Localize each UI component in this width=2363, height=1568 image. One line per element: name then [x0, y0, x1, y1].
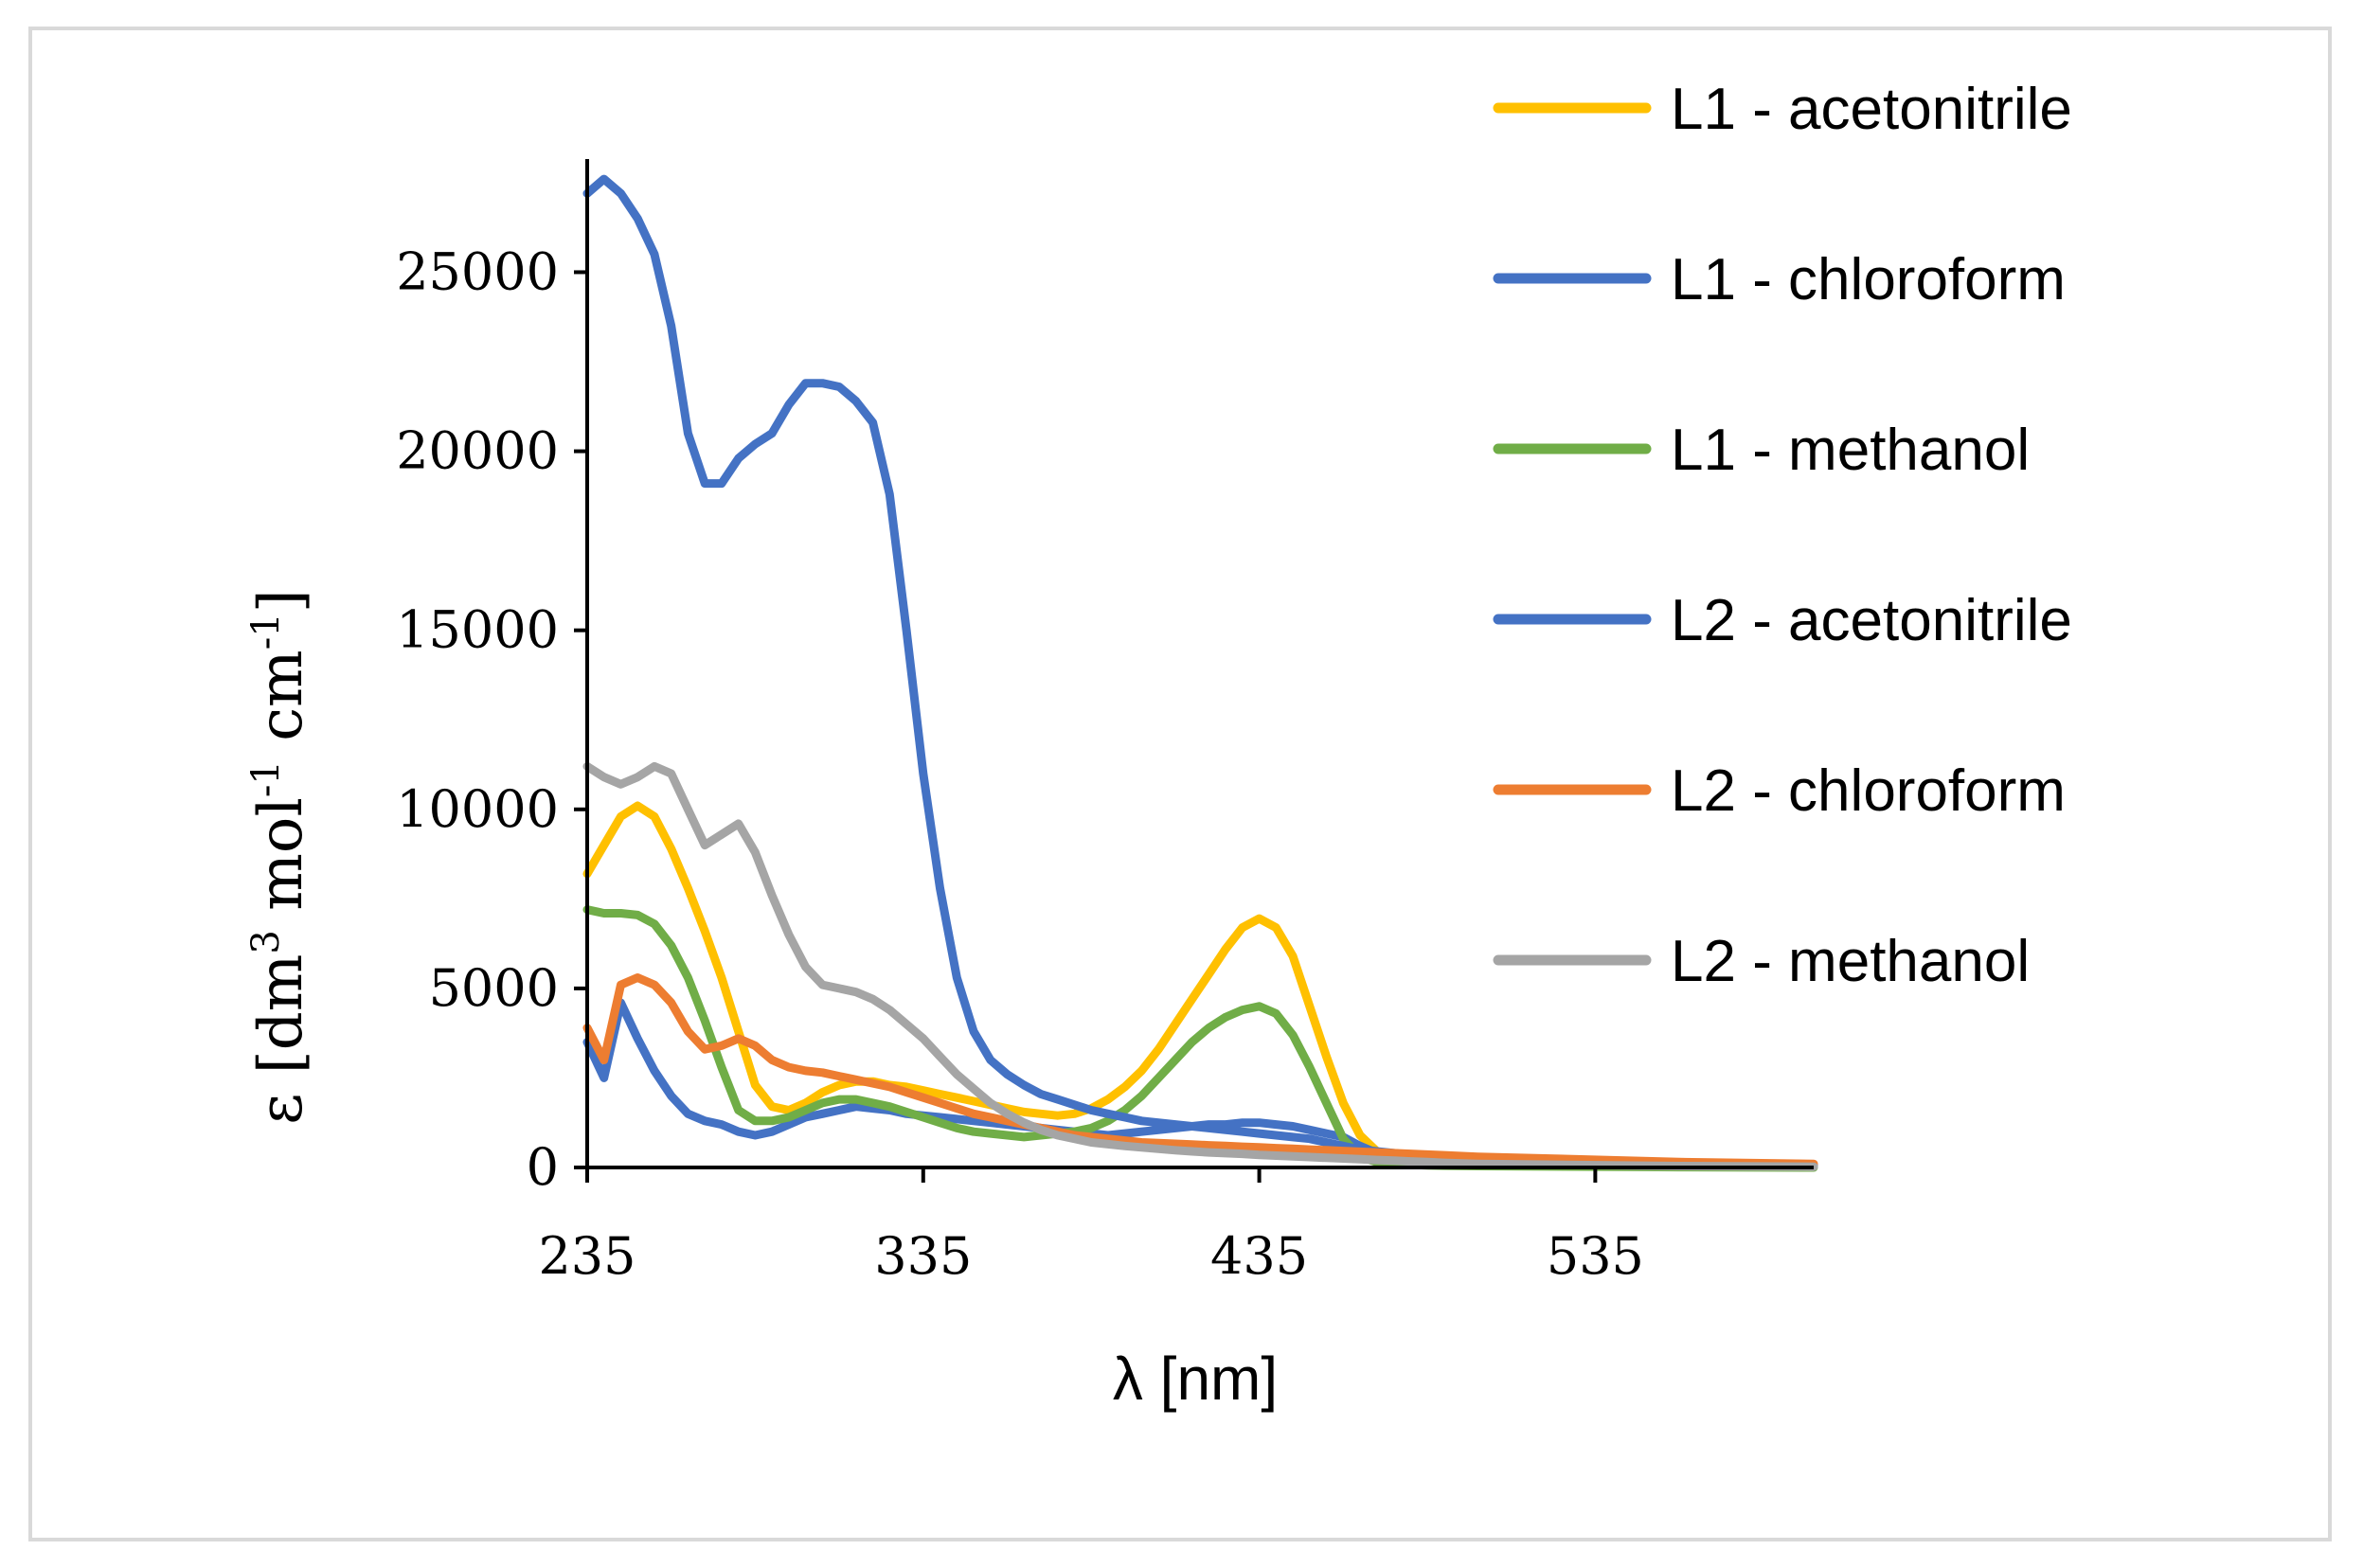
series-line-l2-methanol	[582, 761, 1818, 1171]
legend: L1 - acetonitrile L1 - chloroform L1 - met…	[1493, 77, 2072, 994]
ticks-layer: 0 5000 10000 15000 20000 25000 235 335 435 535	[396, 241, 1644, 1286]
chart-frame	[28, 27, 2332, 1541]
y-axis-label-end: ]	[246, 589, 316, 613]
legend-label: L2 - methanol	[1671, 929, 2030, 994]
series-line-l2-acetonitrile	[582, 174, 1818, 1170]
x-tick-label: 335	[874, 1226, 972, 1286]
x-axis-label: λ [nm]	[1113, 1345, 1278, 1413]
y-axis-label-exp3: -1	[244, 613, 288, 650]
y-tick-label: 25000	[396, 241, 559, 301]
y-tick-label: 15000	[396, 600, 559, 660]
legend-label: L1 - acetonitrile	[1671, 77, 2072, 142]
y-axis-label-mid: mol	[246, 797, 316, 930]
axes-layer	[585, 159, 1814, 1169]
y-tick-label: 5000	[429, 958, 559, 1018]
series-line-l1-acetonitrile	[582, 801, 1818, 1170]
y-axis-label: ε [dm3 mol-1 cm-1]	[244, 589, 316, 1124]
y-axis-label-exp2: -1	[244, 760, 288, 797]
x-tick-label: 435	[1210, 1226, 1308, 1286]
y-tick-label: 20000	[396, 421, 559, 481]
y-axis-label-mid2: cm	[246, 650, 316, 760]
x-tick-label: 235	[538, 1226, 636, 1286]
x-tick-label: 535	[1547, 1226, 1644, 1286]
legend-label: L1 - methanol	[1671, 418, 2030, 483]
y-axis-label-base: ε [dm	[246, 954, 316, 1125]
y-tick-label: 0	[527, 1137, 559, 1197]
series-layer	[582, 174, 1818, 1172]
legend-label: L2 - acetonitrile	[1671, 588, 2072, 653]
y-tick-label: 10000	[396, 779, 559, 839]
legend-label: L1 - chloroform	[1671, 247, 2066, 312]
legend-label: L2 - chloroform	[1671, 758, 2066, 824]
y-axis-label-exp1: 3	[244, 930, 288, 953]
